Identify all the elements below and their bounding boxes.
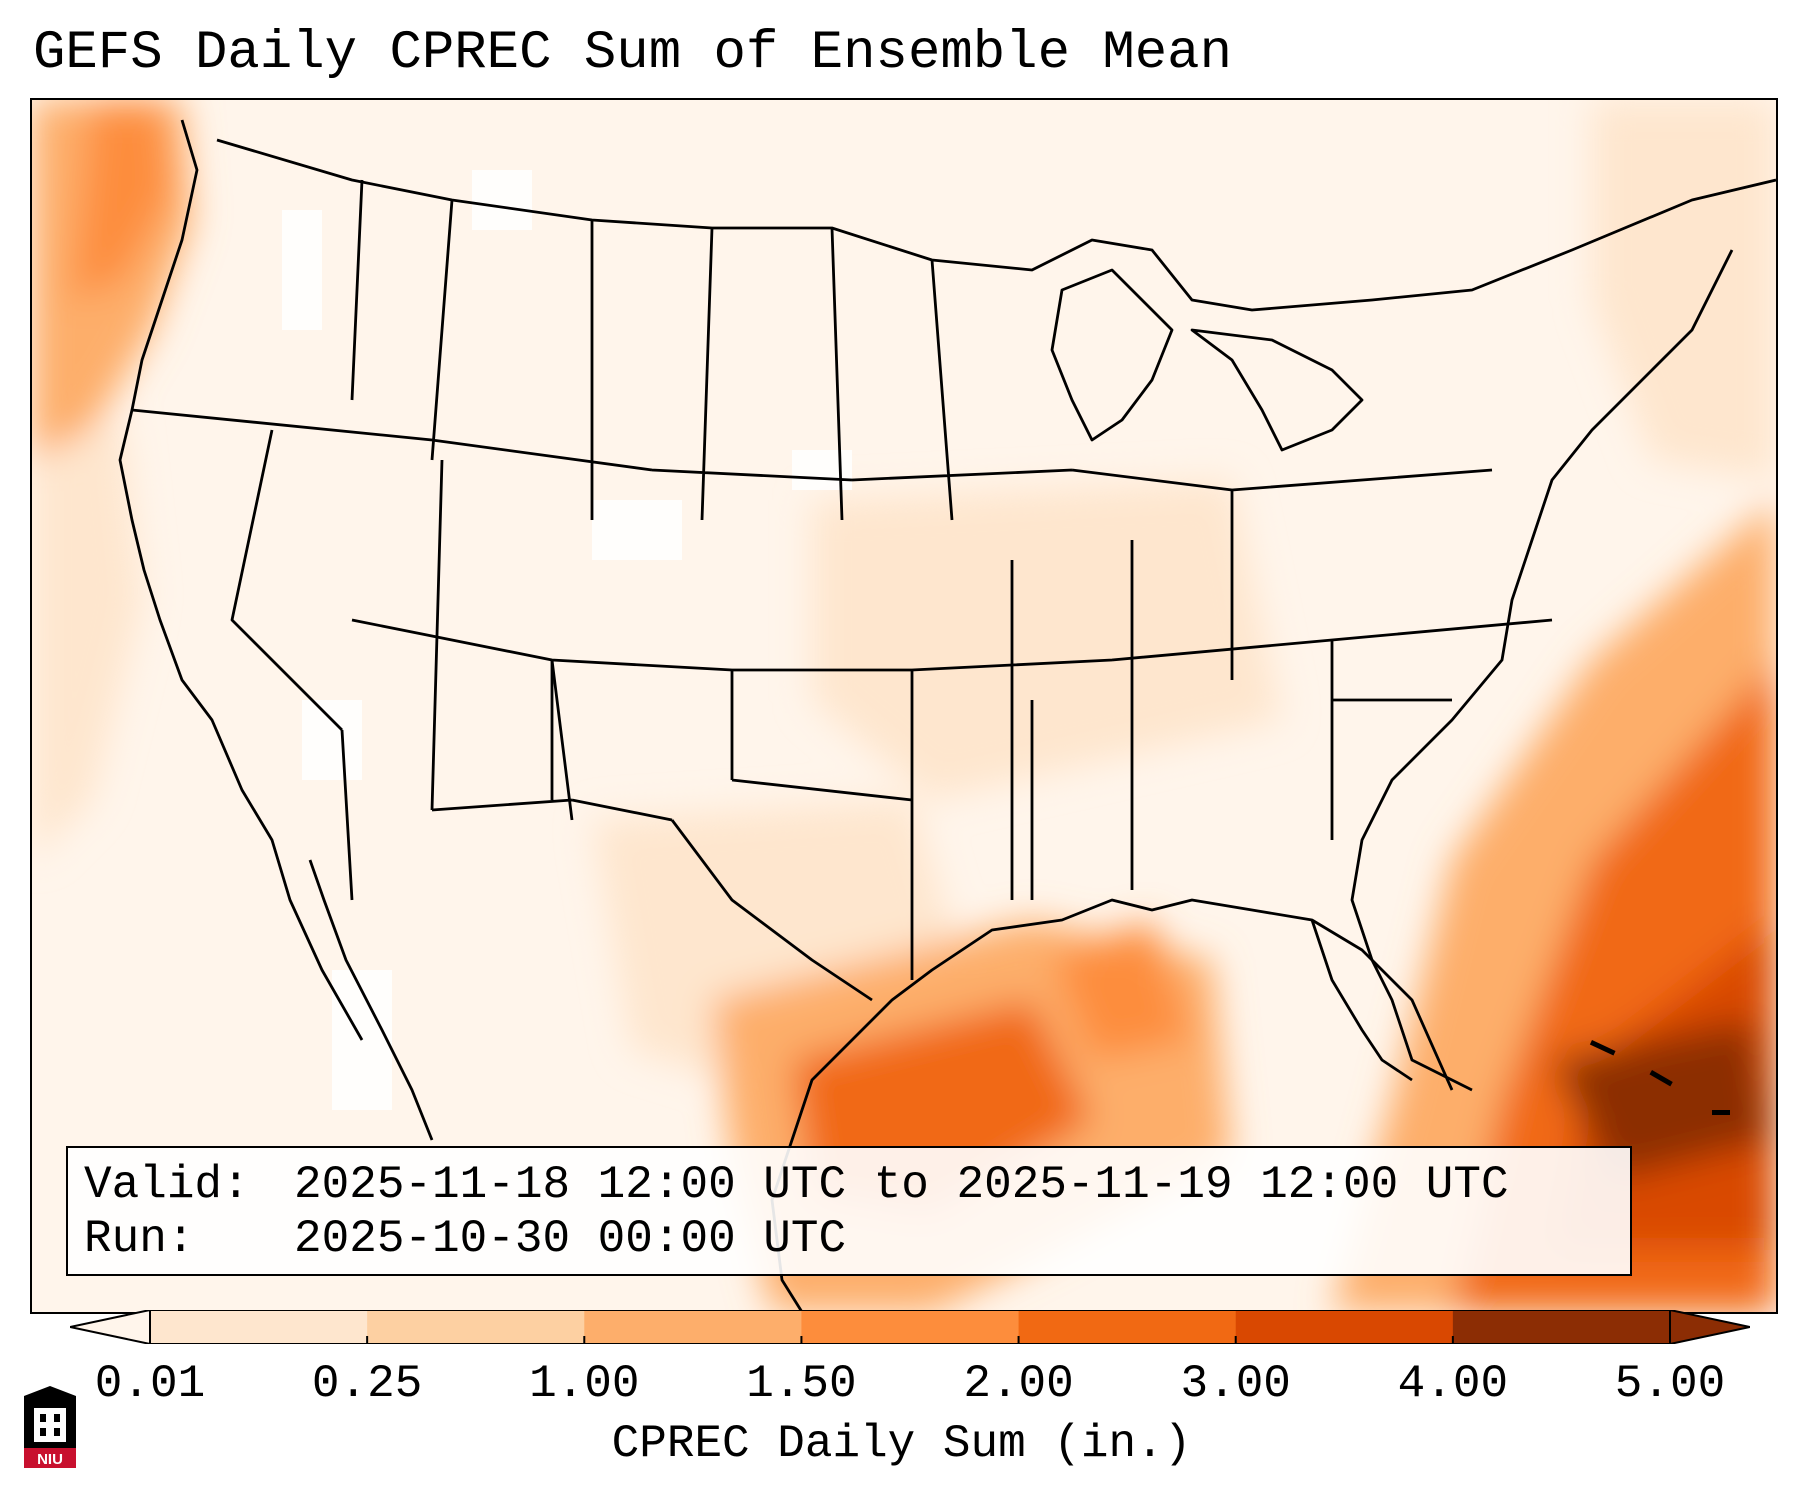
colorbar-tick-label: 1.50 xyxy=(746,1358,857,1410)
colorbar-segment xyxy=(801,1310,1020,1344)
map-panel xyxy=(30,98,1778,1314)
colorbar-tick-label: 2.00 xyxy=(963,1358,1074,1410)
colorbar xyxy=(70,1310,1750,1344)
niu-logo: NIU xyxy=(24,1386,76,1468)
colorbar-tick-label: 0.01 xyxy=(94,1358,206,1410)
colorbar-segment xyxy=(150,1310,368,1344)
colorbar-tick-label: 1.00 xyxy=(529,1358,640,1410)
precip-map xyxy=(32,100,1776,1312)
valid-label: Valid: xyxy=(84,1159,250,1211)
colorbar-segment xyxy=(1235,1310,1454,1344)
valid-time-range: 2025-11-18 12:00 UTC to 2025-11-19 12:00… xyxy=(294,1159,1509,1211)
colorbar-segment xyxy=(1452,1310,1671,1344)
colorbar-extend-max xyxy=(1669,1310,1750,1344)
colorbar-tick-label: 0.25 xyxy=(311,1358,423,1410)
niu-logo-text: NIU xyxy=(37,1451,63,1468)
run-time: 2025-10-30 00:00 UTC xyxy=(294,1213,847,1265)
colorbar-tick-label: 3.00 xyxy=(1180,1358,1291,1410)
colorbar-tick-label: 5.00 xyxy=(1614,1358,1726,1410)
caribbean-islands xyxy=(1589,1039,1730,1115)
run-label: Run: xyxy=(84,1213,195,1265)
chart-title: GEFS Daily CPREC Sum of Ensemble Mean xyxy=(33,23,1232,84)
validity-info-box: Valid: 2025-11-18 12:00 UTC to 2025-11-19… xyxy=(66,1146,1632,1276)
colorbar-segment xyxy=(1018,1310,1237,1344)
colorbar-tick-label: 4.00 xyxy=(1397,1358,1509,1410)
colorbar-segment xyxy=(584,1310,802,1344)
colorbar-label: CPREC Daily Sum (in.) xyxy=(611,1418,1192,1470)
colorbar-segment xyxy=(367,1310,585,1344)
colorbar-extend-min xyxy=(70,1310,151,1344)
